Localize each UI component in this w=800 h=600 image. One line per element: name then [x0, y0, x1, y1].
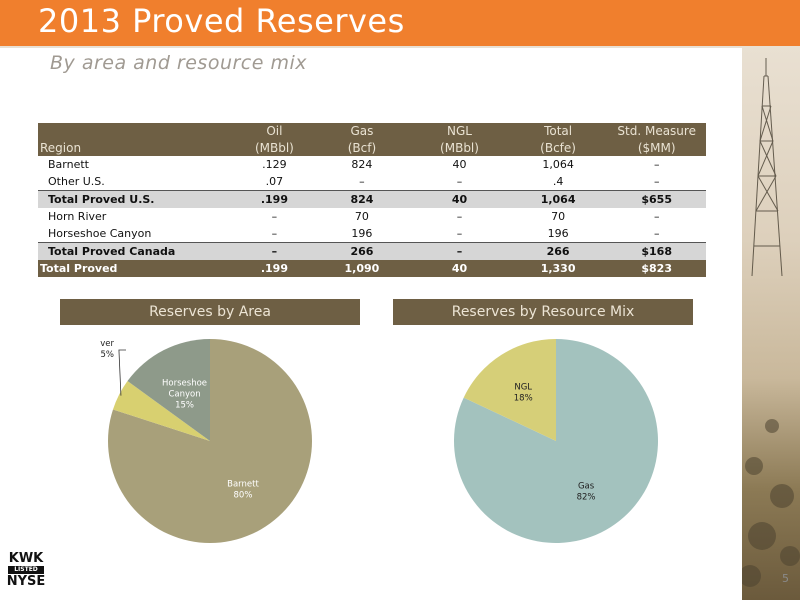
- table-cell: .129: [235, 156, 314, 173]
- table-cell: –: [410, 208, 509, 225]
- table-cell: .199: [235, 260, 314, 277]
- pie-label-text: Barnett: [227, 479, 259, 489]
- table-cell: Other U.S.: [38, 173, 236, 191]
- table-cell: 1,090: [313, 260, 411, 277]
- nyse-listed-logo: KWK LISTED NYSE: [6, 552, 46, 588]
- pie-label-text: 5%: [101, 350, 115, 360]
- table-cell: –: [410, 242, 509, 260]
- chart-title-area: Reserves by Area: [60, 299, 360, 325]
- table-cell: Barnett: [38, 156, 236, 173]
- table-header-row: Oil Gas NGL Total Std. Measure: [38, 123, 706, 139]
- table-cell: Total Proved U.S.: [38, 190, 236, 208]
- table-cell: $168: [607, 242, 706, 260]
- table-cell: Horseshoe Canyon: [38, 225, 236, 243]
- table-cell: –: [313, 173, 411, 191]
- pie-label-text: NGL: [514, 382, 532, 392]
- table-row: Total Proved U.S. .199 824 40 1,064 $655: [38, 190, 706, 208]
- table-row: Horn River – 70 – 70 –: [38, 208, 706, 225]
- table-row: Horseshoe Canyon – 196 – 196 –: [38, 225, 706, 243]
- oil-rig-photo: [742, 46, 800, 600]
- table-cell: 824: [313, 156, 411, 173]
- table-cell: 40: [410, 260, 509, 277]
- table-cell: Horn River: [38, 208, 236, 225]
- oil-rig-icon: [742, 58, 800, 587]
- table-row: Total Proved Canada – 266 – 266 $168: [38, 242, 706, 260]
- table-cell: –: [235, 225, 314, 243]
- pie-label-text: Horn River: [100, 339, 114, 349]
- table-cell: 40: [410, 156, 509, 173]
- table-cell: –: [607, 156, 706, 173]
- pie-slice-horseshoe-canyon: [127, 339, 210, 441]
- table-cell: 1,064: [508, 190, 608, 208]
- header-cell: (Bcfe): [508, 139, 608, 156]
- logo-listed: LISTED: [8, 566, 44, 574]
- pie-label-text: Gas: [578, 481, 595, 491]
- table-cell: 196: [508, 225, 608, 243]
- slide-title: 2013 Proved Reserves: [38, 2, 405, 40]
- table-cell: 266: [313, 242, 411, 260]
- page-number: 5: [782, 572, 789, 585]
- table-cell: .4: [508, 173, 608, 191]
- header-cell: Total: [508, 123, 608, 139]
- pie-slice-ngl: [463, 339, 556, 441]
- table-cell: –: [410, 173, 509, 191]
- header-cell: ($MM): [607, 139, 706, 156]
- table-row: Other U.S. .07 – – .4 –: [38, 173, 706, 191]
- table-cell: $655: [607, 190, 706, 208]
- table-cell: –: [410, 225, 509, 243]
- table-cell: –: [235, 242, 314, 260]
- title-bar: 2013 Proved Reserves: [0, 0, 800, 48]
- table-cell: 196: [313, 225, 411, 243]
- table-cell: .199: [235, 190, 314, 208]
- table-cell: 824: [313, 190, 411, 208]
- table-cell: 40: [410, 190, 509, 208]
- table-cell: Total Proved: [38, 260, 236, 277]
- table-row: Total Proved .199 1,090 40 1,330 $823: [38, 260, 706, 277]
- pie-label-text: Horseshoe: [162, 379, 207, 389]
- header-cell: (MBbl): [410, 139, 509, 156]
- pie-slice-horn-river: [112, 381, 210, 441]
- logo-ticker: KWK: [8, 551, 44, 566]
- header-cell: Std. Measure: [607, 123, 706, 139]
- table-header-row: Region (MBbl) (Bcf) (MBbl) (Bcfe) ($MM): [38, 139, 706, 156]
- header-cell: NGL: [410, 123, 509, 139]
- pie-label-text: 80%: [234, 490, 253, 500]
- header-cell: Oil: [235, 123, 314, 139]
- table-cell: 266: [508, 242, 608, 260]
- pie-label-text: Canyon: [168, 390, 200, 400]
- table-row: Barnett .129 824 40 1,064 –: [38, 156, 706, 173]
- slide-subtitle: By area and resource mix: [50, 52, 308, 74]
- pie-slice-barnett: [108, 339, 313, 543]
- pie-label-text: 18%: [514, 393, 533, 403]
- table-cell: .07: [235, 173, 314, 191]
- pie-label-text: 15%: [175, 401, 194, 411]
- header-cell: Region: [38, 139, 236, 156]
- chart-title-resource-mix: Reserves by Resource Mix: [393, 299, 693, 325]
- table-cell: –: [607, 173, 706, 191]
- leader-line: [118, 349, 126, 396]
- header-cell: (MBbl): [235, 139, 314, 156]
- header-cell: (Bcf): [313, 139, 411, 156]
- table-cell: 70: [508, 208, 608, 225]
- table-cell: $823: [607, 260, 706, 277]
- header-cell: [38, 123, 236, 139]
- table-cell: Total Proved Canada: [38, 242, 236, 260]
- slice-label: Horn River5%: [100, 339, 114, 360]
- header-cell: Gas: [313, 123, 411, 139]
- pie-label-text: 82%: [577, 492, 596, 502]
- reserves-table: Oil Gas NGL Total Std. Measure Region (M…: [38, 123, 706, 277]
- table-cell: 1,330: [508, 260, 608, 277]
- logo-exchange: NYSE: [6, 574, 46, 589]
- table-cell: 1,064: [508, 156, 608, 173]
- table-cell: –: [607, 225, 706, 243]
- table-cell: –: [235, 208, 314, 225]
- table-cell: 70: [313, 208, 411, 225]
- table-cell: –: [607, 208, 706, 225]
